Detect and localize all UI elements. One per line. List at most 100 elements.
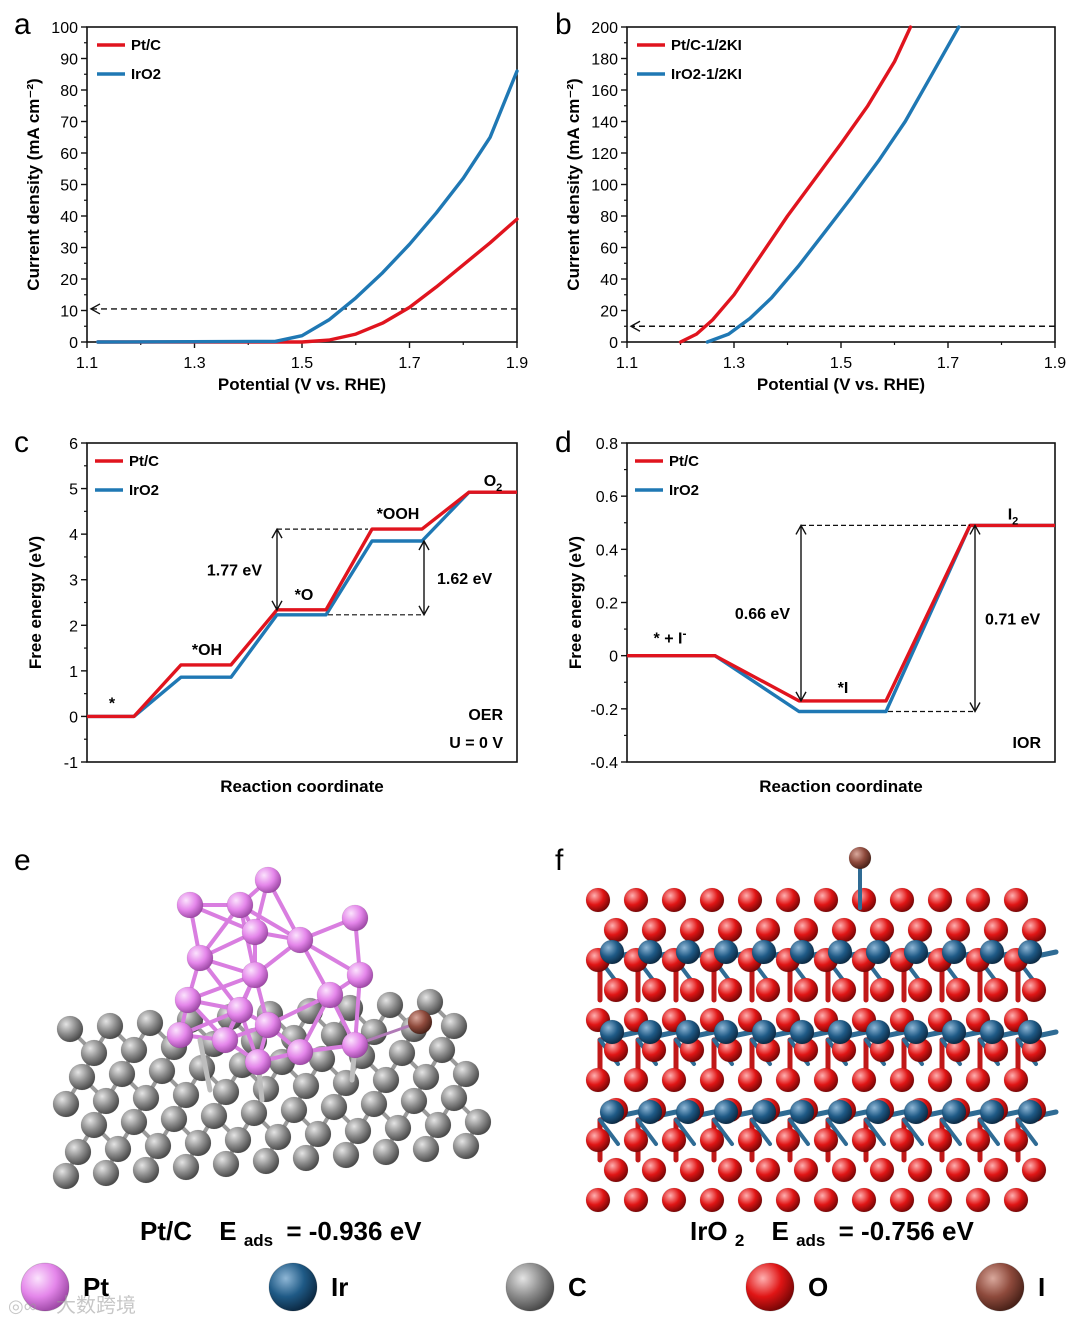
o-atom-sphere: [603, 917, 629, 943]
o-atom-sphere: [813, 887, 839, 913]
o-atom-sphere: [889, 1127, 915, 1153]
c-atom-sphere: [104, 1135, 132, 1163]
bond: [788, 1118, 810, 1146]
c-atom-sphere: [372, 1066, 400, 1094]
i-legend-label: I: [1038, 1272, 1045, 1302]
ir-atom-sphere: [675, 1019, 701, 1045]
y-tick-label: 160: [591, 83, 618, 100]
y-tick-label: 0: [609, 335, 618, 352]
i-atom-sphere: [407, 1009, 433, 1035]
c-atom-sphere: [224, 1126, 252, 1154]
y-tick-label: 0.4: [596, 542, 618, 559]
x-tick-label: 1.7: [937, 355, 959, 372]
ir-atom-sphere: [713, 1019, 739, 1045]
o-atom-sphere: [965, 1067, 991, 1093]
watermark-text: 大数跨境: [56, 1294, 136, 1317]
o-atom-sphere: [983, 917, 1009, 943]
pt-atom-sphere: [254, 1011, 282, 1039]
y-tick-label: 80: [600, 209, 618, 226]
atom-legend: Pt Ir C O I: [20, 1262, 1045, 1312]
y-tick-label: 200: [591, 20, 618, 37]
o-atom-sphere: [907, 977, 933, 1003]
bond: [864, 1118, 886, 1146]
state-label: *O: [295, 587, 314, 604]
o-atom-sphere: [1003, 1127, 1029, 1153]
o-atom-sphere: [737, 1187, 763, 1213]
c-atom-sphere: [344, 1117, 372, 1145]
y-tick-label: 100: [591, 178, 618, 195]
pt-atom-sphere: [226, 891, 254, 919]
o-atom-sphere: [661, 1127, 687, 1153]
caption-e-energy-symbol: E: [219, 1216, 236, 1246]
c-atom-sphere: [388, 1039, 416, 1067]
o-atom-sphere: [661, 887, 687, 913]
o-atom-sphere: [623, 1067, 649, 1093]
y-tick-label: 1: [69, 664, 78, 681]
y-tick-label: 80: [60, 83, 78, 100]
o-atom-sphere: [641, 977, 667, 1003]
c-atom-sphere: [320, 1093, 348, 1121]
ir-atom-sphere: [827, 1019, 853, 1045]
c-atom-sphere: [184, 1129, 212, 1157]
bond: [940, 1118, 962, 1146]
caption-f-main-sub: 2: [735, 1231, 744, 1250]
y-tick-label: -0.2: [590, 702, 618, 719]
c-atom-sphere: [412, 1063, 440, 1091]
ir-atom-sphere: [599, 939, 625, 965]
y-axis-label: Free energy (eV): [566, 536, 585, 669]
ir-atom-sphere: [789, 1099, 815, 1125]
o-atom-sphere: [831, 1157, 857, 1183]
o-atom-sphere: [1003, 887, 1029, 913]
pt-atom-sphere: [211, 1026, 239, 1054]
c-atom-sphere: [64, 1138, 92, 1166]
series-line-iro2: [96, 69, 519, 344]
o-atom-sphere: [927, 1187, 953, 1213]
o-atom-sphere: [927, 1067, 953, 1093]
x-tick-label: 1.3: [183, 355, 205, 372]
o-atom-sphere: [737, 1067, 763, 1093]
o-atom-sphere: [603, 1157, 629, 1183]
c-atom-sphere: [80, 1039, 108, 1067]
pt-atom-sphere: [286, 1038, 314, 1066]
corner-note: IOR: [1013, 735, 1042, 752]
pt-atom-sphere: [241, 961, 269, 989]
o-atom-sphere: [983, 977, 1009, 1003]
pt-atom-sphere: [346, 961, 374, 989]
energy-gap-label: 0.66 eV: [735, 606, 790, 623]
ir-atom-sphere: [751, 939, 777, 965]
pt-legend-label: Pt: [83, 1272, 109, 1302]
series-line-pt-c: [96, 217, 519, 344]
o-atom-sphere: [1021, 917, 1047, 943]
y-axis-label: Current density (mA cm⁻²): [564, 78, 583, 290]
o-atom-sphere: [869, 977, 895, 1003]
x-tick-label: 1.9: [1044, 355, 1066, 372]
legend-label: Pt/C-1/2KI: [671, 37, 742, 54]
series-line-pt-c-1-2ki: [678, 25, 913, 344]
c-atom-sphere: [108, 1060, 136, 1088]
pt-atom-sphere: [341, 904, 369, 932]
c-legend-sphere: [505, 1262, 555, 1312]
c-atom-sphere: [332, 1141, 360, 1169]
o-atom-sphere: [831, 917, 857, 943]
y-tick-label: 50: [60, 178, 78, 195]
energy-path-pt-c: [87, 490, 517, 719]
chart-a-polarization-curves: 0 10 20 30 40 50 60 70 80 90 100 1.1 1.3 1.5 1.7 1.9 Pot…: [24, 20, 528, 394]
y-tick-label: 0.2: [596, 596, 618, 613]
y-axis-label: Current density (mA cm⁻²): [24, 78, 43, 290]
panel-letter-d: d: [555, 426, 572, 459]
ir-atom-sphere: [713, 1099, 739, 1125]
c-atom-sphere: [424, 1111, 452, 1139]
state-label: *I: [838, 680, 849, 697]
caption-e-energy-sub: ads: [244, 1231, 273, 1250]
ir-atom-sphere: [941, 1019, 967, 1045]
c-atom-sphere: [120, 1108, 148, 1136]
o-atom-sphere: [945, 977, 971, 1003]
c-atom-sphere: [292, 1144, 320, 1172]
ir-atom-sphere: [1017, 1099, 1043, 1125]
o-atom-sphere: [889, 1067, 915, 1093]
c-atom-sphere: [292, 1072, 320, 1100]
o-atom-sphere: [641, 917, 667, 943]
o-atom-sphere: [755, 917, 781, 943]
o-atom-sphere: [755, 1157, 781, 1183]
c-atom-sphere: [440, 1084, 468, 1112]
